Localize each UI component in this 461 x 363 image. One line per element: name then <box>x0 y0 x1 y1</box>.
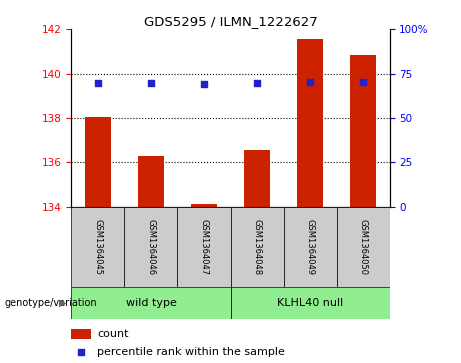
Text: genotype/variation: genotype/variation <box>5 298 97 308</box>
Text: wild type: wild type <box>125 298 177 308</box>
Bar <box>71 287 230 319</box>
Text: ▶: ▶ <box>59 298 67 308</box>
Bar <box>350 54 376 207</box>
Text: GSM1364048: GSM1364048 <box>253 219 261 275</box>
Text: GSM1364050: GSM1364050 <box>359 219 367 275</box>
Point <box>77 349 85 355</box>
Point <box>200 81 207 87</box>
Bar <box>71 207 124 287</box>
Bar <box>297 39 323 207</box>
Bar <box>230 287 390 319</box>
Text: GSM1364046: GSM1364046 <box>147 219 155 275</box>
Point <box>148 80 155 86</box>
Text: GSM1364049: GSM1364049 <box>306 219 314 275</box>
Bar <box>244 150 270 207</box>
Bar <box>85 117 111 207</box>
Text: GSM1364047: GSM1364047 <box>200 219 208 275</box>
Bar <box>191 204 217 207</box>
Point <box>254 80 261 86</box>
Bar <box>124 207 177 287</box>
Bar <box>177 207 230 287</box>
Bar <box>337 207 390 287</box>
Text: GSM1364045: GSM1364045 <box>94 219 102 275</box>
Title: GDS5295 / ILMN_1222627: GDS5295 / ILMN_1222627 <box>144 15 317 28</box>
Point <box>306 79 313 85</box>
Point <box>94 80 101 86</box>
Bar <box>230 207 284 287</box>
Bar <box>71 329 90 339</box>
Bar <box>138 156 164 207</box>
Point <box>359 79 366 85</box>
Text: count: count <box>97 329 129 339</box>
Text: percentile rank within the sample: percentile rank within the sample <box>97 347 285 357</box>
Text: KLHL40 null: KLHL40 null <box>277 298 343 308</box>
Bar <box>284 207 337 287</box>
